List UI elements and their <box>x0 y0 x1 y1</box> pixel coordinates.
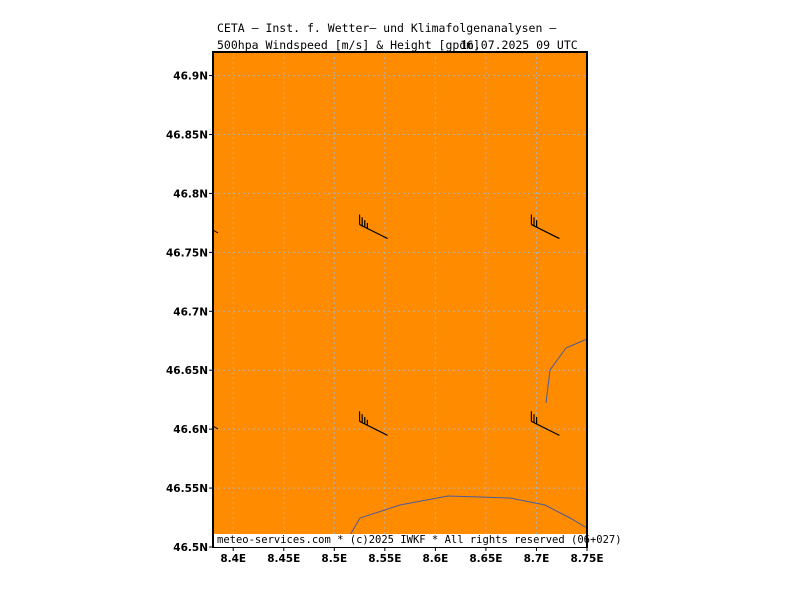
wind-barb <box>530 214 560 240</box>
latitude-labels: 46.9N 46.85N 46.8N 46.75N 46.7N 46.65N 46.6N 46… <box>166 71 213 554</box>
lon-tick-label: 8.4E <box>220 553 246 565</box>
lon-tick-label: 8.5E <box>321 553 347 565</box>
wind-barb <box>358 411 388 436</box>
lat-tick-label: 46.85N <box>166 130 208 142</box>
wind-barb <box>530 411 560 436</box>
border-line-south <box>342 495 588 548</box>
wind-barbs <box>358 214 560 436</box>
subtitle-datetime: 16.07.2025 09 UTC <box>460 38 578 52</box>
copyright-text: meteo-services.com * (c)2025 IWKF * All … <box>217 534 622 546</box>
map-background <box>213 52 587 547</box>
lat-tick-label: 46.8N <box>173 188 208 200</box>
lon-tick-label: 8.7E <box>524 553 550 565</box>
map-frame <box>212 51 588 548</box>
lon-tick-label: 8.45E <box>267 553 300 565</box>
wind-barb <box>358 214 388 240</box>
lat-tick-label: 46.65N <box>166 365 208 377</box>
copyright-bar: meteo-services.com * (c)2025 IWKF * All … <box>214 534 622 547</box>
country-borders <box>342 338 588 548</box>
lat-tick-label: 46.9N <box>173 71 208 83</box>
lat-tick-label: 46.75N <box>166 247 208 259</box>
lat-tick-label: 46.5N <box>173 542 208 554</box>
lat-tick-label: 46.6N <box>173 424 208 436</box>
longitude-labels: 8.4E 8.45E 8.5E 8.55E 8.6E 8.65E 8.7E 8.75E <box>220 547 604 565</box>
lon-tick-label: 8.6E <box>422 553 448 565</box>
lon-tick-label: 8.75E <box>570 553 603 565</box>
lon-tick-label: 8.55E <box>368 553 401 565</box>
map-title: CETA – Inst. f. Wetter– und Klimafolgena… <box>217 21 557 35</box>
lat-tick-label: 46.55N <box>166 483 208 495</box>
lat-tick-label: 46.7N <box>173 306 208 318</box>
map-subtitle: 500hpa Windspeed [m/s] & Height [gpdm] 1… <box>213 38 587 52</box>
lon-tick-label: 8.65E <box>469 553 502 565</box>
subtitle-variable: 500hpa Windspeed [m/s] & Height [gpdm] <box>217 38 481 52</box>
grid-lines <box>213 52 587 547</box>
border-line-east <box>545 338 588 404</box>
